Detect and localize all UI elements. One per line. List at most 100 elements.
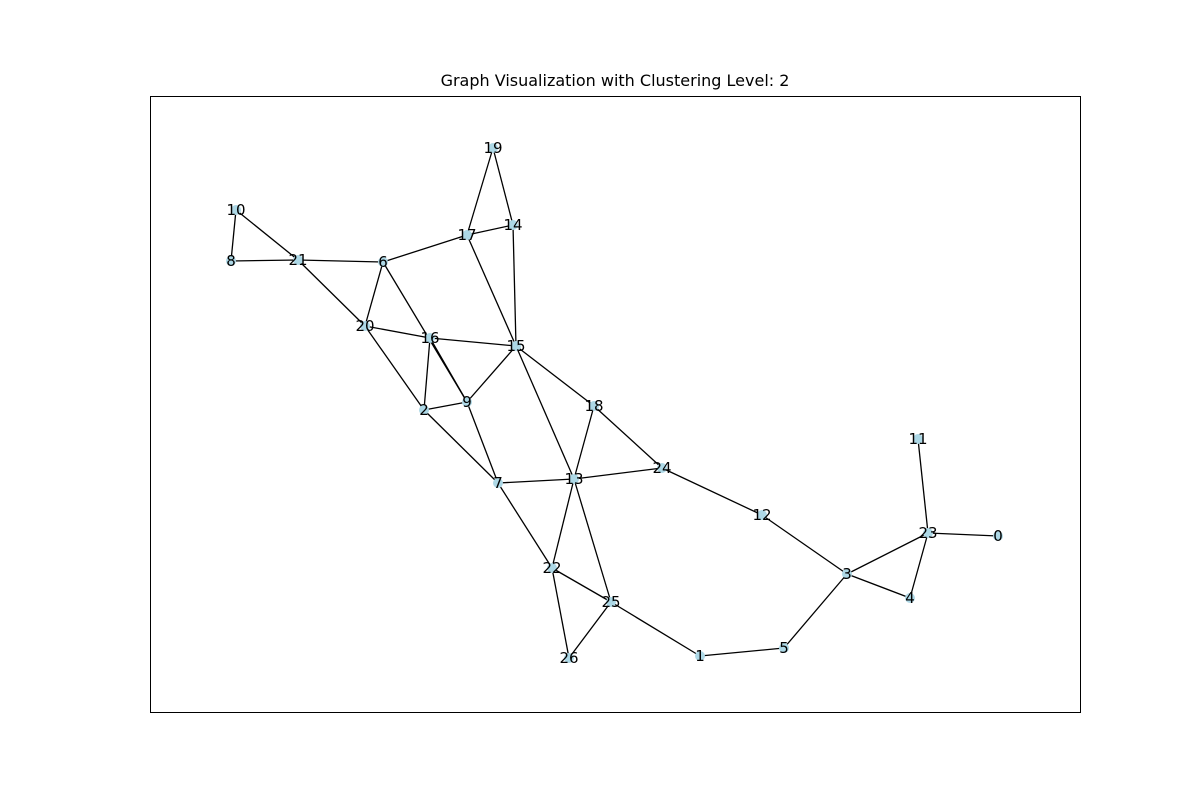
node-label: 6 bbox=[378, 253, 388, 271]
node-marker bbox=[923, 528, 933, 538]
chart-title: Graph Visualization with Clustering Leve… bbox=[440, 71, 790, 90]
node-marker bbox=[493, 478, 503, 488]
edge-21-20 bbox=[297, 259, 366, 327]
node-8: 8 bbox=[226, 252, 236, 270]
node-marker bbox=[569, 474, 579, 484]
node-marker bbox=[564, 653, 574, 663]
edge-25-26 bbox=[568, 601, 612, 659]
edge-16-15 bbox=[429, 337, 517, 347]
node-marker bbox=[905, 593, 915, 603]
node-6: 6 bbox=[378, 253, 388, 271]
node-marker bbox=[547, 563, 557, 573]
node-0: 0 bbox=[993, 527, 1003, 545]
node-label: 9 bbox=[462, 393, 472, 411]
edge-6-20 bbox=[364, 261, 384, 327]
node-marker bbox=[695, 651, 705, 661]
edge-16-2 bbox=[423, 337, 431, 411]
node-marker bbox=[589, 401, 599, 411]
edge-19-17 bbox=[466, 147, 494, 236]
edge-2-9 bbox=[423, 401, 468, 411]
node-26: 26 bbox=[559, 649, 578, 667]
node-7: 7 bbox=[493, 474, 503, 492]
edge-20-16 bbox=[364, 325, 431, 339]
node-19: 19 bbox=[483, 139, 502, 157]
node-marker bbox=[657, 463, 667, 473]
edges-layer bbox=[230, 147, 999, 659]
node-marker bbox=[511, 341, 521, 351]
edge-5-3 bbox=[783, 573, 848, 649]
node-marker bbox=[231, 205, 241, 215]
node-marker bbox=[606, 597, 616, 607]
edge-13-22 bbox=[551, 478, 575, 569]
edge-24-12 bbox=[661, 467, 763, 516]
node-marker bbox=[462, 397, 472, 407]
nodes-layer: 0123456789101112131415161718192021222324… bbox=[226, 139, 1003, 667]
edge-1-5 bbox=[699, 647, 785, 657]
node-21: 21 bbox=[288, 251, 307, 269]
node-marker bbox=[993, 531, 1003, 541]
edge-9-15 bbox=[466, 345, 517, 403]
node-11: 11 bbox=[908, 430, 927, 448]
node-label: 5 bbox=[779, 639, 789, 657]
node-24: 24 bbox=[652, 459, 671, 477]
edge-13-25 bbox=[573, 478, 612, 603]
node-1: 1 bbox=[695, 647, 705, 665]
node-15: 15 bbox=[506, 337, 525, 355]
edge-12-3 bbox=[761, 514, 848, 575]
node-label: 26 bbox=[559, 649, 578, 667]
node-20: 20 bbox=[355, 317, 374, 335]
edge-14-15 bbox=[512, 224, 517, 347]
edge-7-22 bbox=[497, 482, 553, 569]
node-label: 7 bbox=[493, 474, 503, 492]
node-22: 22 bbox=[542, 559, 561, 577]
edge-15-18 bbox=[515, 345, 595, 407]
node-marker bbox=[226, 256, 236, 266]
node-label: 25 bbox=[601, 593, 620, 611]
edge-22-26 bbox=[551, 567, 570, 659]
node-label: 10 bbox=[226, 201, 245, 219]
node-label: 19 bbox=[483, 139, 502, 157]
edge-6-17 bbox=[382, 234, 468, 263]
node-17: 17 bbox=[457, 226, 476, 244]
node-label: 4 bbox=[905, 589, 915, 607]
node-label: 21 bbox=[288, 251, 307, 269]
node-label: 8 bbox=[226, 252, 236, 270]
node-label: 14 bbox=[503, 216, 522, 234]
node-marker bbox=[508, 220, 518, 230]
edge-21-6 bbox=[297, 259, 384, 263]
node-3: 3 bbox=[842, 565, 852, 583]
edge-17-14 bbox=[466, 224, 514, 236]
edge-7-13 bbox=[497, 478, 575, 484]
edge-13-24 bbox=[573, 467, 663, 480]
edge-17-15 bbox=[466, 234, 517, 347]
node-marker bbox=[425, 333, 435, 343]
node-16: 16 bbox=[420, 329, 439, 347]
node-marker bbox=[378, 257, 388, 267]
edge-23-11 bbox=[917, 438, 929, 534]
edge-18-13 bbox=[573, 405, 595, 480]
node-marker bbox=[488, 143, 498, 153]
node-9: 9 bbox=[462, 393, 472, 411]
edge-18-24 bbox=[593, 405, 663, 469]
node-12: 12 bbox=[752, 506, 771, 524]
node-label: 17 bbox=[457, 226, 476, 244]
edge-16-9 bbox=[429, 337, 468, 403]
node-marker bbox=[757, 510, 767, 520]
edge-3-23 bbox=[846, 532, 929, 575]
edge-15-13 bbox=[515, 345, 575, 480]
node-2: 2 bbox=[419, 401, 429, 419]
node-4: 4 bbox=[905, 589, 915, 607]
node-18: 18 bbox=[584, 397, 603, 415]
node-label: 11 bbox=[908, 430, 927, 448]
node-label: 15 bbox=[506, 337, 525, 355]
node-label: 1 bbox=[695, 647, 705, 665]
node-label: 18 bbox=[584, 397, 603, 415]
node-5: 5 bbox=[779, 639, 789, 657]
edge-19-14 bbox=[492, 147, 514, 226]
edge-10-8 bbox=[230, 209, 237, 262]
edge-3-4 bbox=[846, 573, 911, 599]
edge-22-25 bbox=[551, 567, 612, 603]
node-marker bbox=[419, 405, 429, 415]
node-label: 20 bbox=[355, 317, 374, 335]
